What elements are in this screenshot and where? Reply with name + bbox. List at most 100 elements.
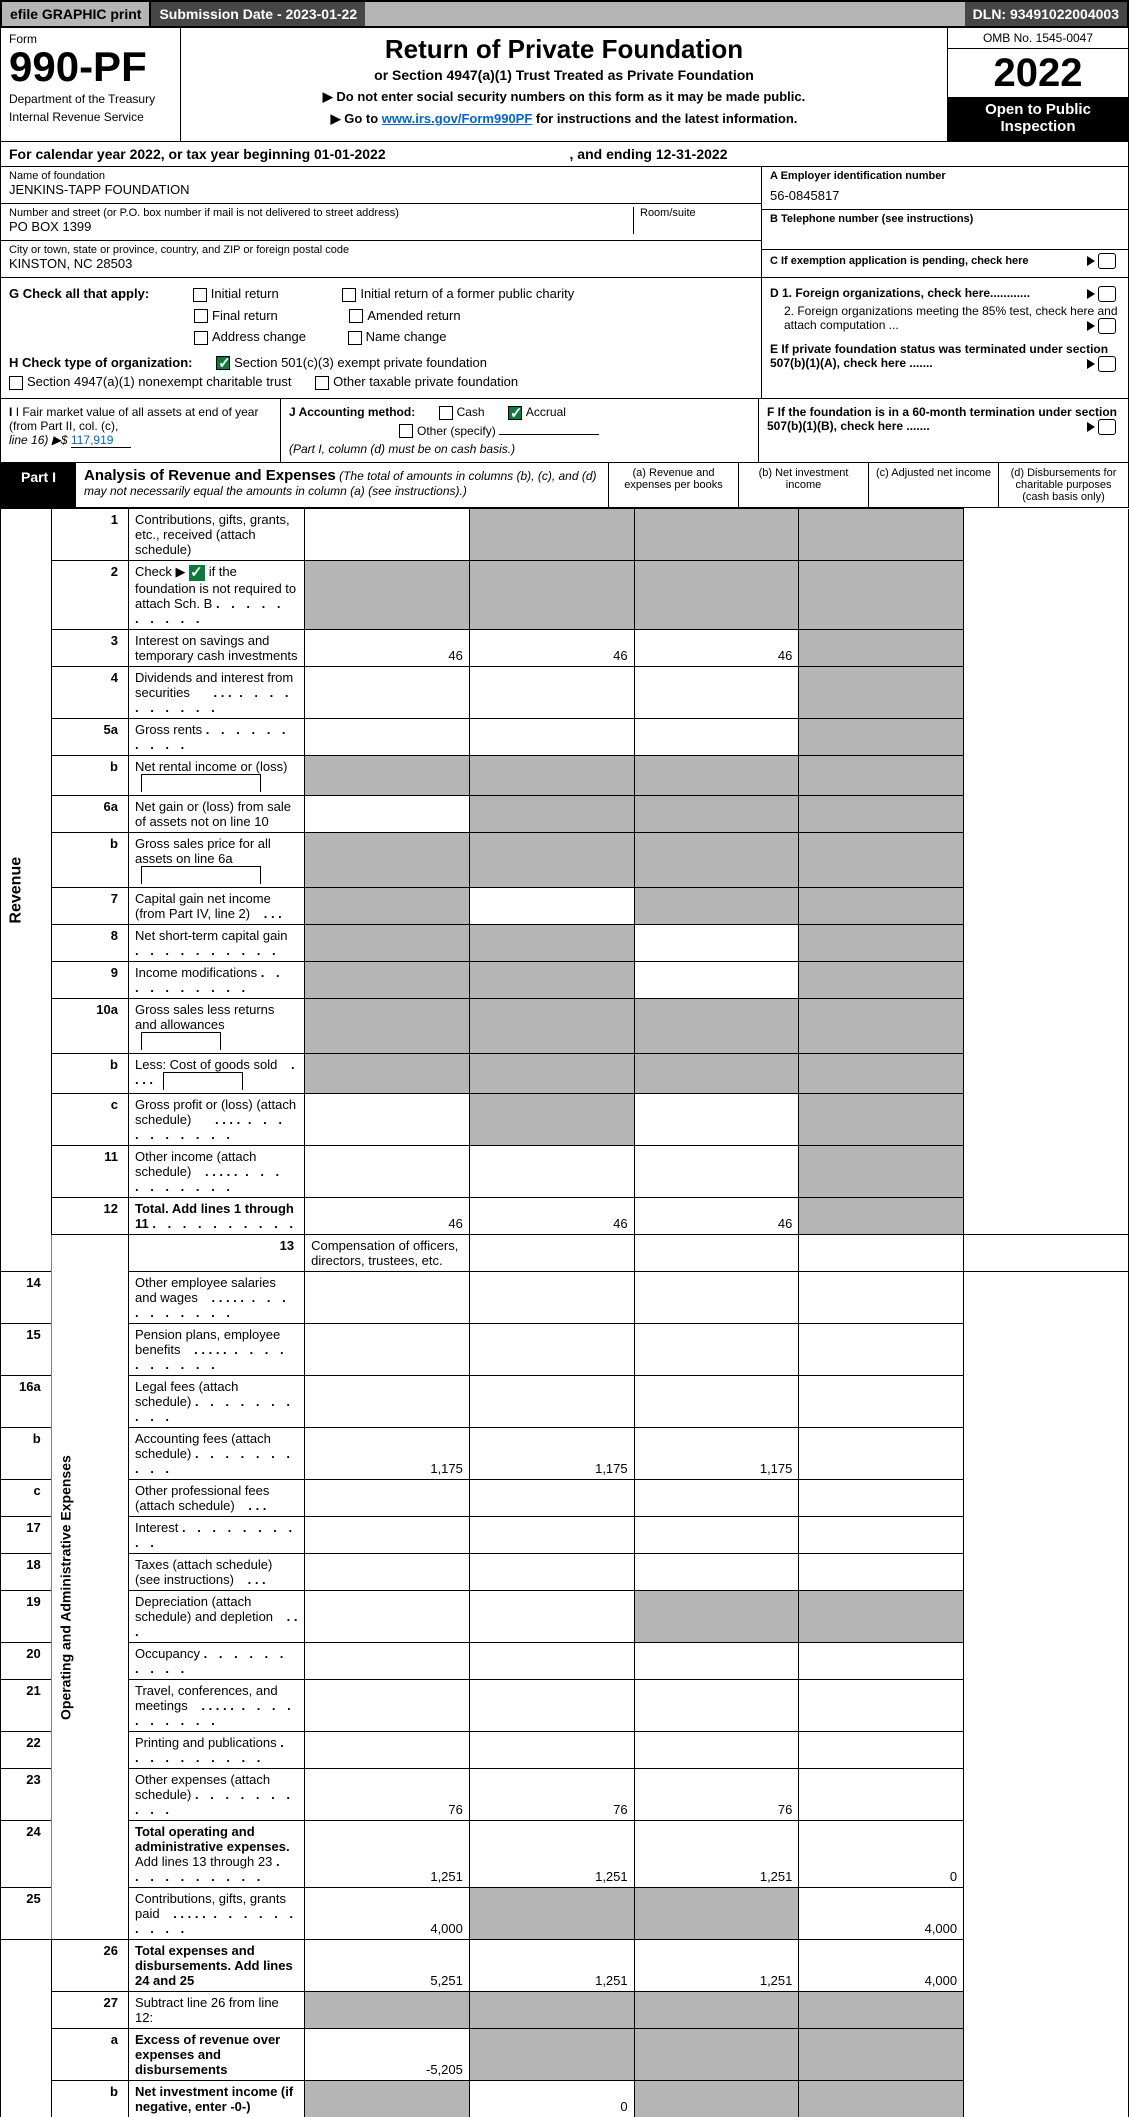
ein-value: 56-0845817 xyxy=(770,188,1120,203)
dept-treasury: Department of the Treasury xyxy=(9,92,172,106)
f-checkbox[interactable] xyxy=(1098,419,1116,435)
row-17-desc: Interest xyxy=(128,1517,304,1554)
name-change-checkbox[interactable] xyxy=(348,331,362,345)
r24-c: 1,251 xyxy=(634,1821,799,1888)
row-27-desc: Subtract line 26 from line 12: xyxy=(128,1992,304,2029)
row-20-desc: Occupancy xyxy=(128,1643,304,1680)
row-num: 5a xyxy=(51,719,128,756)
row-num: 21 xyxy=(1,1680,52,1732)
r25-a: 4,000 xyxy=(305,1888,470,1940)
r16b-b: 1,175 xyxy=(469,1428,634,1480)
row-22-desc: Printing and publications xyxy=(128,1732,304,1769)
501c3-checkbox[interactable] xyxy=(216,356,230,370)
form-subtitle: or Section 4947(a)(1) Trust Treated as P… xyxy=(189,67,939,83)
irs-link[interactable]: www.irs.gov/Form990PF xyxy=(382,111,533,126)
exemption-checkbox[interactable] xyxy=(1098,253,1116,269)
note-link: ▶ Go to www.irs.gov/Form990PF for instru… xyxy=(189,111,939,127)
f-60month: F If the foundation is in a 60-month ter… xyxy=(759,399,1128,463)
g-amended-return: Amended return xyxy=(367,308,460,323)
row-num: b xyxy=(51,1054,128,1094)
row-num: 24 xyxy=(1,1821,52,1888)
row-12-desc: Total. Add lines 1 through 11 xyxy=(128,1198,304,1235)
row-num: 13 xyxy=(128,1235,304,1272)
other-specify-checkbox[interactable] xyxy=(399,424,413,438)
d1-checkbox[interactable] xyxy=(1098,286,1116,302)
open-to-public: Open to Public Inspection xyxy=(948,97,1128,141)
former-public-checkbox[interactable] xyxy=(342,288,356,302)
accrual-checkbox[interactable] xyxy=(508,406,522,420)
row-num: 17 xyxy=(1,1517,52,1554)
row-num: 18 xyxy=(1,1554,52,1591)
r24-a: 1,251 xyxy=(305,1821,470,1888)
city-value: KINSTON, NC 28503 xyxy=(9,256,753,271)
final-return-checkbox[interactable] xyxy=(194,309,208,323)
col-a-header: (a) Revenue and expenses per books xyxy=(608,463,738,507)
g-label: G Check all that apply: xyxy=(9,286,149,301)
g-initial-return: Initial return xyxy=(211,286,279,301)
row-8-desc: Net short-term capital gain xyxy=(128,925,304,962)
row-num: b xyxy=(51,833,128,888)
4947a1-checkbox[interactable] xyxy=(9,376,23,390)
d1-foreign-org: D 1. Foreign organizations, check here..… xyxy=(770,286,1030,300)
row-16b-desc: Accounting fees (attach schedule) xyxy=(128,1428,304,1480)
form-header: Form 990-PF Department of the Treasury I… xyxy=(0,28,1129,142)
row-num: 4 xyxy=(51,667,128,719)
r3-c: 46 xyxy=(634,630,799,667)
foundation-info: Name of foundation JENKINS-TAPP FOUNDATI… xyxy=(0,167,1129,278)
telephone-cell: B Telephone number (see instructions) xyxy=(762,210,1128,250)
row-num: 22 xyxy=(1,1732,52,1769)
i-label: I Fair market value of all assets at end… xyxy=(9,405,258,433)
part1-desc: Analysis of Revenue and Expenses (The to… xyxy=(76,463,608,507)
cash-checkbox[interactable] xyxy=(439,406,453,420)
r26-d: 4,000 xyxy=(799,1940,964,1992)
exemption-label: C If exemption application is pending, c… xyxy=(770,255,1029,267)
row-16c-desc: Other professional fees (attach schedule… xyxy=(128,1480,304,1517)
ein-label: A Employer identification number xyxy=(770,170,946,182)
row-num: 11 xyxy=(51,1146,128,1198)
omb-number: OMB No. 1545-0047 xyxy=(948,28,1128,49)
i-value: 117,919 xyxy=(71,433,131,448)
row-num: 15 xyxy=(1,1324,52,1376)
schb-checkbox[interactable] xyxy=(189,565,205,581)
r26-b: 1,251 xyxy=(469,1940,634,1992)
calyear-end: , and ending 12-31-2022 xyxy=(570,146,728,162)
row-21-desc: Travel, conferences, and meetings . . . … xyxy=(128,1680,304,1732)
revenue-side-label: Revenue xyxy=(1,509,52,1272)
arrow-icon xyxy=(1087,422,1095,432)
row-15-desc: Pension plans, employee benefits . . . .… xyxy=(128,1324,304,1376)
r27a-a: -5,205 xyxy=(305,2029,470,2081)
foundation-name-label: Name of foundation xyxy=(9,170,753,182)
row-num: b xyxy=(1,1428,52,1480)
d2-checkbox[interactable] xyxy=(1098,318,1116,334)
row-num: 20 xyxy=(1,1643,52,1680)
arrow-icon xyxy=(1087,321,1095,331)
opex-side-label: Operating and Administrative Expenses xyxy=(51,1235,128,1940)
row-25-desc: Contributions, gifts, grants paid . . . … xyxy=(128,1888,304,1940)
row-num: 27 xyxy=(51,1992,128,2029)
part1-title: Analysis of Revenue and Expenses xyxy=(84,467,336,484)
calendar-year-row: For calendar year 2022, or tax year begi… xyxy=(0,142,1129,167)
r23-b: 76 xyxy=(469,1769,634,1821)
r23-a: 76 xyxy=(305,1769,470,1821)
row-7-desc: Capital gain net income (from Part IV, l… xyxy=(128,888,304,925)
row-num: 6a xyxy=(51,796,128,833)
part1-table: Revenue 1 Contributions, gifts, grants, … xyxy=(0,508,1129,2117)
e-checkbox[interactable] xyxy=(1098,356,1116,372)
r24-d: 0 xyxy=(799,1821,964,1888)
row-27b-desc: Net investment income (if negative, ente… xyxy=(128,2081,304,2117)
calyear-begin: For calendar year 2022, or tax year begi… xyxy=(9,146,386,162)
efile-print-label[interactable]: efile GRAPHIC print xyxy=(2,2,151,26)
amended-return-checkbox[interactable] xyxy=(349,309,363,323)
g-address-change: Address change xyxy=(212,329,306,344)
row-4-desc: Dividends and interest from securities .… xyxy=(128,667,304,719)
row-num: b xyxy=(51,2081,128,2117)
j-other: Other (specify) xyxy=(417,424,496,438)
other-taxable-checkbox[interactable] xyxy=(315,376,329,390)
row-14-desc: Other employee salaries and wages . . . … xyxy=(128,1272,304,1324)
city-label: City or town, state or province, country… xyxy=(9,244,753,256)
r25-d: 4,000 xyxy=(799,1888,964,1940)
r26-a: 5,251 xyxy=(305,1940,470,1992)
address-change-checkbox[interactable] xyxy=(194,331,208,345)
initial-return-checkbox[interactable] xyxy=(193,288,207,302)
form-number: 990-PF xyxy=(9,46,172,88)
